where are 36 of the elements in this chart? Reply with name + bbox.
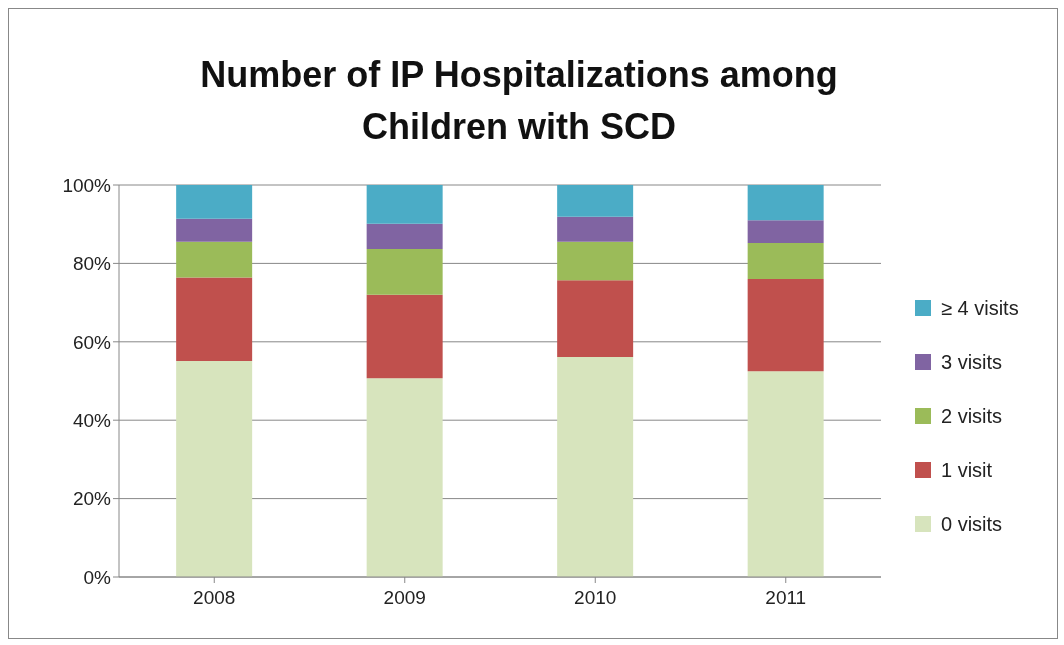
bar [366,294,443,379]
bar [366,378,443,577]
bar [176,361,253,577]
y-tick-label: 60% [72,331,112,353]
bar [747,279,824,372]
x-tick-label: 2008 [193,587,236,609]
bar [747,371,824,577]
bar [176,218,253,242]
legend-label: ≥ 4 visits [941,296,1019,320]
bar [557,357,634,577]
bar [747,220,824,244]
legend-label: 3 visits [941,350,1003,374]
y-tick-label: 80% [72,253,112,275]
y-tick-label: 40% [72,409,112,431]
x-tick-label: 2009 [383,587,426,609]
x-tick-label: 2010 [574,587,617,609]
chart-title: Number of IP Hospitalizations among Children with SCD [199,53,839,149]
y-tick-label: 100% [62,174,112,196]
bar [557,185,634,217]
bar [557,280,634,358]
legend-label: 1 visit [941,458,993,482]
y-tick-label: 0% [83,566,112,588]
y-tick-label: 20% [72,488,112,510]
bar [747,243,824,280]
x-tick-label: 2011 [765,587,807,609]
bar [366,248,443,295]
bar [176,277,253,362]
bar [747,185,824,221]
bar [366,185,443,224]
bar [366,223,443,249]
legend-label: 0 visits [941,512,1003,536]
bar [176,185,253,219]
bar [557,241,634,281]
bar [557,216,634,242]
legend-label: 2 visits [941,404,1003,428]
bar [176,241,253,278]
